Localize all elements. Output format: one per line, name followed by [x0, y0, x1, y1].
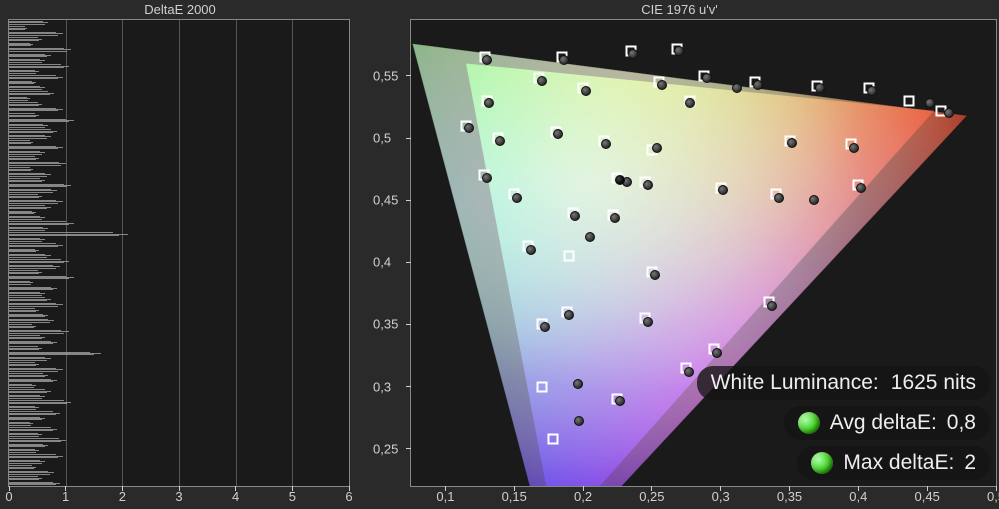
y-tick-label: 0,5	[373, 131, 391, 146]
measured-dot-marker	[553, 129, 563, 139]
x-tick-label: 0,15	[502, 489, 527, 504]
measured-dot-marker	[657, 80, 667, 90]
measured-dot-marker	[809, 195, 819, 205]
measured-dot-marker	[856, 183, 866, 193]
measured-dot-marker	[643, 317, 653, 327]
luminance-label: White Luminance:	[711, 371, 879, 395]
measured-dot-marker	[495, 136, 505, 146]
x-tick-label: 4	[232, 489, 239, 504]
measured-dot-marker	[867, 86, 877, 96]
measured-dot-marker	[944, 108, 954, 118]
measured-dot-marker	[753, 80, 763, 90]
measured-dot-marker	[526, 245, 536, 255]
measured-dot-marker	[585, 232, 595, 242]
measured-dot-marker	[925, 98, 935, 108]
target-square-marker	[564, 251, 575, 262]
avg-label: Avg deltaE:	[830, 411, 937, 435]
measured-dot-marker	[674, 46, 684, 56]
x-tick-label: 0,3	[712, 489, 730, 504]
measured-dot-marker	[650, 270, 660, 280]
measured-dot-marker	[732, 83, 742, 93]
measured-dot-marker	[643, 180, 653, 190]
measured-dot-marker	[464, 123, 474, 133]
measured-dot-marker	[628, 49, 638, 59]
y-tick-label: 0,35	[373, 317, 398, 332]
x-tick-label: 0,35	[777, 489, 802, 504]
measured-dot-marker	[573, 379, 583, 389]
y-tick-label: 0,25	[373, 441, 398, 456]
measured-dot-marker	[787, 138, 797, 148]
measured-dot-marker	[564, 310, 574, 320]
cie-title: CIE 1976 u'v'	[360, 0, 999, 19]
luminance-info: White Luminance: 1625 nits	[697, 366, 990, 400]
measured-dot-marker	[615, 175, 625, 185]
x-tick-label: 0,4	[849, 489, 867, 504]
measured-dot-marker	[540, 322, 550, 332]
measured-dot-marker	[684, 367, 694, 377]
measured-dot-marker	[559, 55, 569, 65]
x-tick-label: 0,25	[639, 489, 664, 504]
measured-dot-marker	[767, 301, 777, 311]
y-tick-label: 0,45	[373, 193, 398, 208]
x-tick-label: 5	[289, 489, 296, 504]
avg-deltae-info: Avg deltaE: 0,8	[784, 406, 990, 440]
measured-dot-marker	[712, 348, 722, 358]
cie-panel: CIE 1976 u'v' White Luminance: 1625 nits…	[360, 0, 999, 509]
avg-value: 0,8	[947, 411, 976, 435]
measured-dot-marker	[570, 211, 580, 221]
target-square-marker	[547, 433, 558, 444]
measured-dot-marker	[610, 213, 620, 223]
target-square-marker	[536, 381, 547, 392]
measured-dot-marker	[849, 143, 859, 153]
x-tick-label: 2	[119, 489, 126, 504]
measured-dot-marker	[774, 193, 784, 203]
x-tick-label: 0,45	[915, 489, 940, 504]
target-square-marker	[904, 95, 915, 106]
measured-dot-marker	[482, 55, 492, 65]
measured-dot-marker	[652, 143, 662, 153]
luminance-value: 1625 nits	[891, 371, 976, 395]
x-tick-label: 1	[62, 489, 69, 504]
deltae-panel: DeltaE 2000 0123456	[0, 0, 360, 509]
x-tick-label: 0,1	[436, 489, 454, 504]
max-label: Max deltaE:	[843, 451, 954, 475]
status-dot-icon	[798, 412, 820, 434]
x-tick-label: 6	[345, 489, 352, 504]
y-tick-label: 0,4	[373, 255, 391, 270]
x-tick-label: 0	[5, 489, 12, 504]
measured-dot-marker	[718, 185, 728, 195]
y-tick-label: 0,55	[373, 68, 398, 83]
measured-dot-marker	[512, 193, 522, 203]
measured-dot-marker	[581, 86, 591, 96]
max-value: 2	[964, 451, 976, 475]
cie-chart: White Luminance: 1625 nits Avg deltaE: 0…	[410, 19, 997, 487]
deltae-title: DeltaE 2000	[0, 0, 360, 19]
measured-dot-marker	[815, 83, 825, 93]
x-tick-label: 0,2	[574, 489, 592, 504]
x-tick-label: 0,5	[987, 489, 999, 504]
y-tick-label: 0,3	[373, 379, 391, 394]
measured-dot-marker	[702, 73, 712, 83]
measured-dot-marker	[484, 98, 494, 108]
measured-dot-marker	[615, 396, 625, 406]
max-deltae-info: Max deltaE: 2	[797, 446, 990, 480]
deltae-chart: 0123456	[8, 19, 350, 487]
measured-dot-marker	[574, 416, 584, 426]
x-tick-label: 3	[175, 489, 182, 504]
measured-dot-marker	[601, 139, 611, 149]
measured-dot-marker	[482, 173, 492, 183]
status-dot-icon	[811, 452, 833, 474]
measured-dot-marker	[537, 76, 547, 86]
measured-dot-marker	[685, 98, 695, 108]
